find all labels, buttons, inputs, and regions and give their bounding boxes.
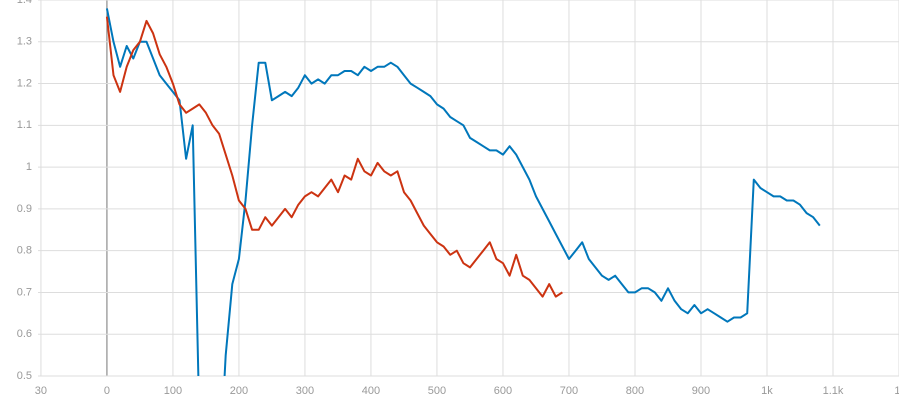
y-tick-label: 1.1 [17, 119, 32, 131]
x-tick-label: 1k [761, 385, 773, 397]
x-tick-label: 30 [35, 385, 47, 397]
x-tick-label: 700 [560, 385, 578, 397]
series-line [105, 8, 821, 376]
y-tick-label: 0.9 [17, 203, 32, 215]
x-tick-label: 500 [428, 385, 446, 397]
x-tick-label: 900 [692, 385, 710, 397]
x-tick-label: 1.1k [823, 385, 844, 397]
y-tick-label: 0.5 [17, 370, 32, 382]
x-tick-label: 100 [164, 385, 182, 397]
y-tick-label: 1.4 [17, 0, 32, 6]
y-tick-label: 0.8 [17, 245, 32, 257]
tick-labels: 3001002003004005006007008009001k1.1k1.0.… [17, 0, 899, 397]
x-tick-label: 800 [626, 385, 644, 397]
y-tick-label: 0.6 [17, 328, 32, 340]
plot-area [105, 8, 821, 376]
series-line [105, 16, 563, 298]
x-tick-label: 400 [362, 385, 380, 397]
x-tick-label: 200 [230, 385, 248, 397]
grid [38, 0, 899, 377]
x-tick-label: 600 [494, 385, 512, 397]
x-tick-label: 300 [296, 385, 314, 397]
y-tick-label: 0.7 [17, 286, 32, 298]
x-tick-label: 1. [894, 385, 899, 397]
y-tick-label: 1.2 [17, 77, 32, 89]
y-tick-label: 1 [26, 161, 32, 173]
y-tick-label: 1.3 [17, 36, 32, 48]
x-tick-label: 0 [104, 385, 110, 397]
